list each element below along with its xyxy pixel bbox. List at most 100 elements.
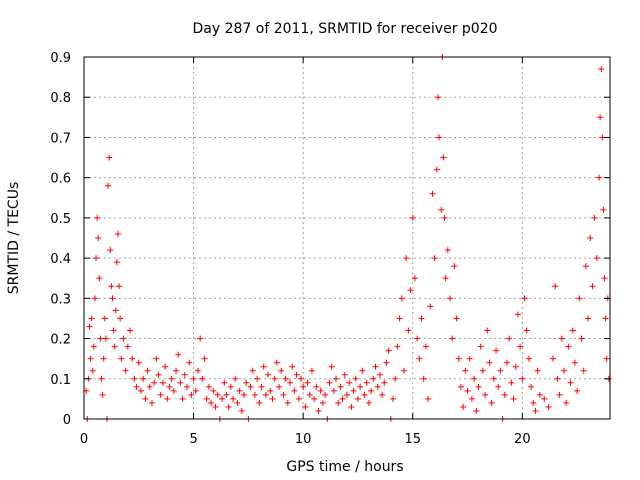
- data-point: [521, 295, 528, 302]
- y-tick-label: 0.5: [50, 212, 71, 227]
- data-point: [550, 355, 557, 362]
- data-point: [455, 355, 462, 362]
- data-point: [192, 387, 199, 394]
- data-point: [184, 383, 191, 390]
- data-point: [591, 214, 598, 221]
- data-point: [256, 399, 263, 406]
- data-point: [289, 363, 296, 370]
- data-point: [433, 166, 440, 173]
- data-point: [475, 383, 482, 390]
- data-point: [133, 383, 140, 390]
- data-point: [114, 230, 121, 237]
- data-point: [582, 263, 589, 270]
- y-tick-label: 0.8: [50, 91, 71, 106]
- data-point: [344, 391, 350, 398]
- data-point: [293, 371, 300, 378]
- data-point: [278, 367, 285, 374]
- data-point: [273, 359, 280, 366]
- data-point: [372, 363, 379, 370]
- data-point: [98, 375, 105, 382]
- data-point: [350, 387, 357, 394]
- data-point: [365, 399, 372, 406]
- y-tick-label: 0.4: [50, 252, 71, 267]
- data-point: [124, 343, 131, 350]
- data-point: [232, 375, 239, 382]
- data-point: [400, 367, 407, 374]
- data-point: [219, 395, 226, 402]
- data-point: [194, 367, 201, 374]
- data-point: [243, 379, 250, 386]
- data-point: [221, 379, 228, 386]
- data-point: [94, 214, 101, 221]
- data-point: [129, 355, 136, 362]
- x-tick-label: 0: [80, 432, 88, 447]
- data-point: [473, 407, 480, 414]
- data-point: [225, 403, 232, 410]
- data-point: [322, 391, 329, 398]
- data-point: [186, 359, 193, 366]
- data-point: [100, 355, 107, 362]
- data-point: [93, 255, 100, 262]
- data-point: [214, 391, 221, 398]
- data-point: [335, 399, 342, 406]
- data-point: [468, 395, 475, 402]
- data-point: [441, 214, 448, 221]
- data-point: [326, 379, 333, 386]
- data-point: [137, 387, 144, 394]
- data-point: [464, 387, 471, 394]
- x-tick-label: 5: [189, 432, 197, 447]
- data-point: [166, 383, 173, 390]
- data-point: [205, 383, 212, 390]
- data-point: [173, 367, 180, 374]
- data-point: [556, 391, 563, 398]
- data-point: [168, 375, 175, 382]
- data-point: [398, 295, 405, 302]
- data-point: [319, 399, 326, 406]
- data-point: [482, 391, 489, 398]
- data-point: [210, 387, 217, 394]
- data-point: [99, 391, 106, 398]
- data-point: [131, 375, 138, 382]
- data-point: [593, 255, 600, 262]
- data-point: [440, 154, 447, 161]
- data-point: [105, 182, 112, 189]
- data-point: [442, 275, 449, 282]
- data-point: [276, 383, 283, 390]
- data-point: [392, 375, 399, 382]
- data-point: [201, 355, 208, 362]
- data-point: [574, 387, 581, 394]
- x-axis: 0 5 10 15 20: [80, 57, 531, 447]
- data-point: [486, 359, 493, 366]
- grid: [84, 57, 610, 419]
- data-point: [495, 383, 502, 390]
- data-point: [339, 395, 346, 402]
- data-point: [282, 375, 289, 382]
- data-point: [508, 379, 515, 386]
- y-tick-label: 0.3: [50, 292, 71, 307]
- data-point: [208, 399, 215, 406]
- y-tick-label: 0.2: [50, 333, 71, 348]
- data-point: [97, 335, 104, 342]
- data-point: [269, 395, 276, 402]
- data-point: [576, 295, 583, 302]
- data-point: [385, 347, 392, 354]
- data-point: [525, 355, 532, 362]
- data-point: [302, 403, 309, 410]
- data-point: [108, 283, 115, 290]
- data-point: [101, 315, 108, 322]
- data-point: [90, 343, 97, 350]
- data-point: [135, 359, 142, 366]
- data-point: [422, 343, 429, 350]
- data-point: [175, 351, 182, 358]
- data-point: [580, 367, 587, 374]
- data-point: [596, 174, 603, 181]
- data-point: [567, 379, 574, 386]
- y-axis-label: SRMTID / TECUs: [6, 182, 22, 295]
- data-point: [431, 255, 438, 262]
- data-point: [315, 407, 322, 414]
- data-point: [96, 275, 103, 282]
- data-point: [554, 375, 561, 382]
- y-tick-label: 0: [63, 413, 71, 428]
- data-point: [190, 375, 197, 382]
- data-point: [179, 395, 186, 402]
